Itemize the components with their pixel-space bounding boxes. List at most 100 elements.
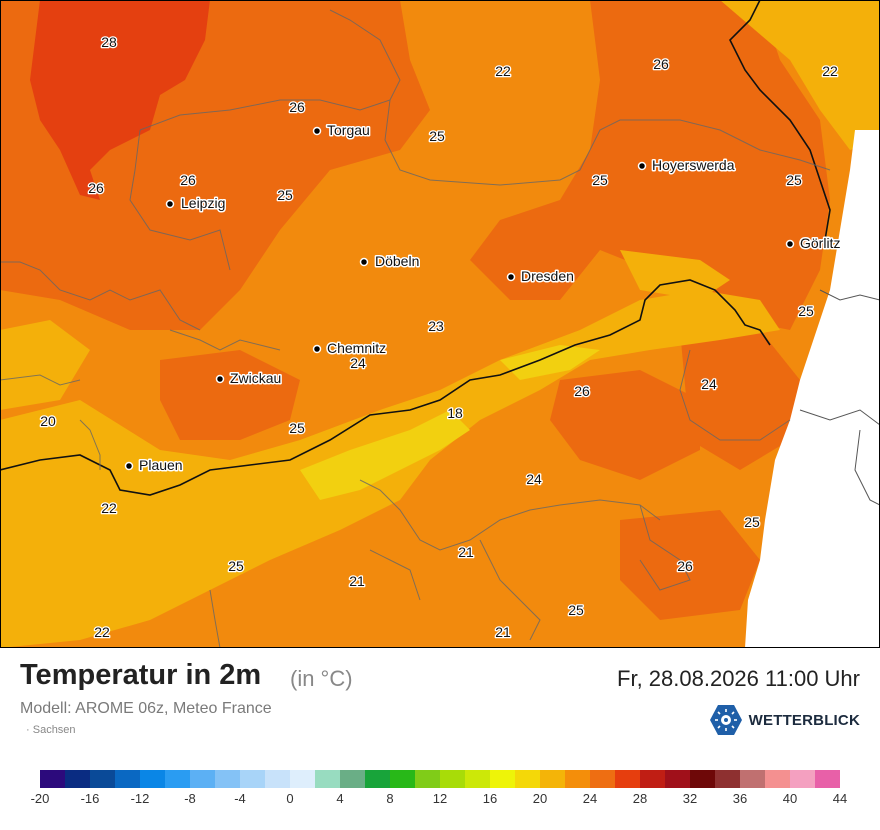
legend-swatch xyxy=(715,770,740,788)
legend-swatch xyxy=(365,770,390,788)
city-torgau[interactable]: Torgau xyxy=(312,121,371,140)
temp-value: 25 xyxy=(744,514,760,530)
legend-swatch xyxy=(465,770,490,788)
city-hoyerswerda[interactable]: Hoyerswerda xyxy=(637,156,736,175)
wetterblick-logo-icon xyxy=(709,705,742,735)
legend-tick-label: 20 xyxy=(532,791,548,806)
legend-tick-label: -12 xyxy=(130,791,150,806)
legend-tick-label: 16 xyxy=(482,791,498,806)
legend-tick-label: -16 xyxy=(80,791,100,806)
temp-value: 26 xyxy=(677,558,693,574)
brand-logo[interactable]: WETTERBLICK xyxy=(709,704,860,736)
temp-value: 24 xyxy=(350,355,366,371)
state-border xyxy=(0,279,771,496)
temp-value: 25 xyxy=(429,128,445,144)
legend-swatch xyxy=(665,770,690,788)
temp-value: 26 xyxy=(289,99,305,115)
legend-swatch xyxy=(765,770,790,788)
legend-swatch xyxy=(140,770,165,788)
svg-text:Zwickau: Zwickau xyxy=(230,370,281,386)
legend-tick-label: 40 xyxy=(782,791,798,806)
legend-swatch xyxy=(65,770,90,788)
temp-value: 24 xyxy=(526,471,542,487)
temp-value: 21 xyxy=(458,544,474,560)
svg-text:Görlitz: Görlitz xyxy=(800,235,840,251)
legend-swatch xyxy=(415,770,440,788)
city-doebeln[interactable]: Döbeln xyxy=(359,252,421,271)
city-plauen[interactable]: Plauen xyxy=(124,456,184,475)
legend-tick-label: -20 xyxy=(30,791,50,806)
city-goerlitz[interactable]: Görlitz xyxy=(785,234,842,253)
legend-swatch xyxy=(640,770,665,788)
temp-value: 22 xyxy=(94,624,110,640)
svg-text:Döbeln: Döbeln xyxy=(375,253,419,269)
legend-tick-label: 0 xyxy=(286,791,294,806)
legend-tick-label: 44 xyxy=(832,791,848,806)
temp-value: 22 xyxy=(101,500,117,516)
temp-value: 28 xyxy=(101,34,117,50)
forecast-datetime: Fr, 28.08.2026 11:00 Uhr xyxy=(617,666,860,691)
map-svg: Torgau Hoyerswerda Leipzig Görlitz Döbel… xyxy=(0,0,880,648)
temp-value: 25 xyxy=(228,558,244,574)
model-info: Modell: AROME 06z, Meteo France xyxy=(20,700,272,717)
temp-value: 23 xyxy=(428,318,444,334)
temp-value: 26 xyxy=(574,383,590,399)
field-coolest xyxy=(300,345,600,500)
map-title: Temperatur in 2m xyxy=(20,659,262,691)
legend-tick-label: -4 xyxy=(234,791,246,806)
legend-swatch xyxy=(515,770,540,788)
legend-swatch xyxy=(740,770,765,788)
legend-swatch xyxy=(115,770,140,788)
region-label: · Sachsen xyxy=(26,724,76,736)
no-data-region xyxy=(745,130,880,648)
city-chemnitz[interactable]: Chemnitz xyxy=(312,339,388,358)
temp-value: 22 xyxy=(822,63,838,79)
map-footer xyxy=(0,648,880,830)
temp-value: 25 xyxy=(289,420,305,436)
temp-value: 22 xyxy=(495,63,511,79)
legend-swatch xyxy=(815,770,840,788)
legend-swatch xyxy=(490,770,515,788)
legend-tick-label: 8 xyxy=(386,791,394,806)
legend-swatch xyxy=(790,770,815,788)
svg-text:Plauen: Plauen xyxy=(139,457,183,473)
city-markers: Torgau Hoyerswerda Leipzig Görlitz Döbel… xyxy=(124,121,842,475)
city-leipzig[interactable]: Leipzig xyxy=(165,194,227,213)
legend-labels: -20 -16 -12 -8 -4 0 4 8 12 16 20 24 28 32 36 40 44 xyxy=(0,791,880,811)
svg-text:Hoyerswerda: Hoyerswerda xyxy=(652,157,735,173)
legend-tick-label: 32 xyxy=(682,791,698,806)
legend-tick-label: 24 xyxy=(582,791,598,806)
legend-swatch xyxy=(540,770,565,788)
temp-value: 20 xyxy=(40,413,56,429)
temperature-map[interactable]: Torgau Hoyerswerda Leipzig Görlitz Döbel… xyxy=(0,0,880,648)
legend-tick-label: 36 xyxy=(732,791,748,806)
legend-swatch xyxy=(390,770,415,788)
legend-swatch xyxy=(565,770,590,788)
unit-label: (in °C) xyxy=(290,666,353,691)
legend-tick-label: 28 xyxy=(632,791,648,806)
temp-value: 26 xyxy=(88,180,104,196)
temp-value: 25 xyxy=(786,172,802,188)
temp-value: 25 xyxy=(568,602,584,618)
legend-swatch xyxy=(690,770,715,788)
legend-tick-label: 4 xyxy=(336,791,344,806)
temp-value: 25 xyxy=(592,172,608,188)
city-zwickau[interactable]: Zwickau xyxy=(215,369,283,388)
color-legend xyxy=(40,770,840,788)
legend-swatch xyxy=(265,770,290,788)
svg-text:Torgau: Torgau xyxy=(327,122,370,138)
legend-swatch xyxy=(315,770,340,788)
temp-value: 26 xyxy=(653,56,669,72)
legend-tick-label: -8 xyxy=(184,791,196,806)
temp-value: 21 xyxy=(349,573,365,589)
region-name: Sachsen xyxy=(32,724,76,736)
state-border-north xyxy=(729,0,831,241)
legend-swatch xyxy=(190,770,215,788)
legend-swatch xyxy=(440,770,465,788)
svg-text:Leipzig: Leipzig xyxy=(181,195,225,211)
temperature-values: 28 22 26 22 26 25 26 26 25 25 25 23 24 2… xyxy=(39,33,839,642)
temp-value: 18 xyxy=(447,405,463,421)
border-outside xyxy=(819,289,880,301)
temp-value: 21 xyxy=(495,624,511,640)
city-dresden[interactable]: Dresden xyxy=(506,267,575,286)
